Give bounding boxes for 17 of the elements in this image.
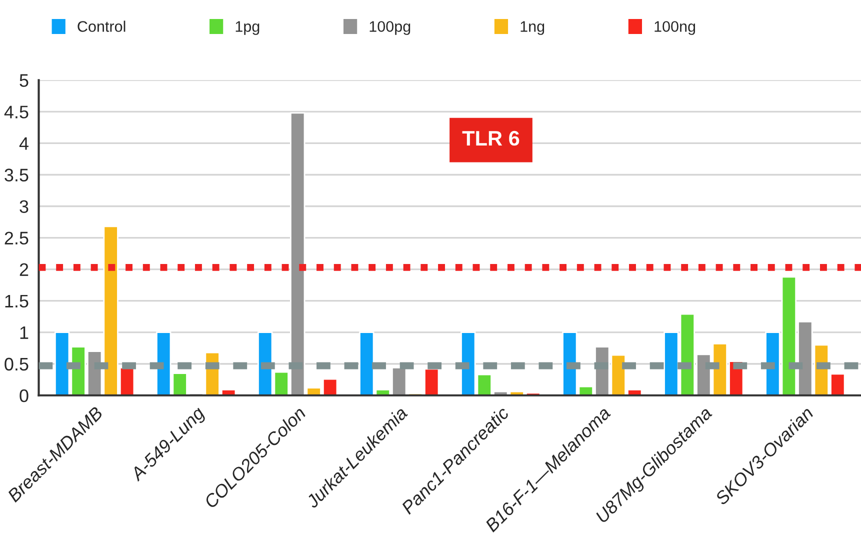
y-tick-label: 0 bbox=[20, 389, 28, 402]
legend-label: 100pg bbox=[370, 21, 410, 35]
y-tick-label: 1 bbox=[20, 326, 28, 339]
y-tick-label: 3 bbox=[20, 200, 28, 213]
y-tick-label: 4 bbox=[19, 137, 28, 150]
annotation: TLR 6 bbox=[462, 130, 520, 146]
legend-label: 1pg bbox=[236, 21, 260, 35]
y-tick-label: 4.5 bbox=[4, 106, 28, 118]
y-tick-label: 0.5 bbox=[4, 358, 28, 371]
y-tick-label: 2.5 bbox=[4, 232, 28, 245]
legend-label: Control bbox=[78, 20, 126, 32]
y-tick-label: 3.5 bbox=[4, 168, 28, 182]
legend-label: 1ng bbox=[520, 21, 544, 35]
y-tick-label: 1.5 bbox=[5, 294, 28, 308]
legend-label: 100ng bbox=[654, 21, 696, 35]
y-tick-label: 2 bbox=[20, 263, 28, 276]
y-tick-label: 5 bbox=[20, 74, 28, 87]
